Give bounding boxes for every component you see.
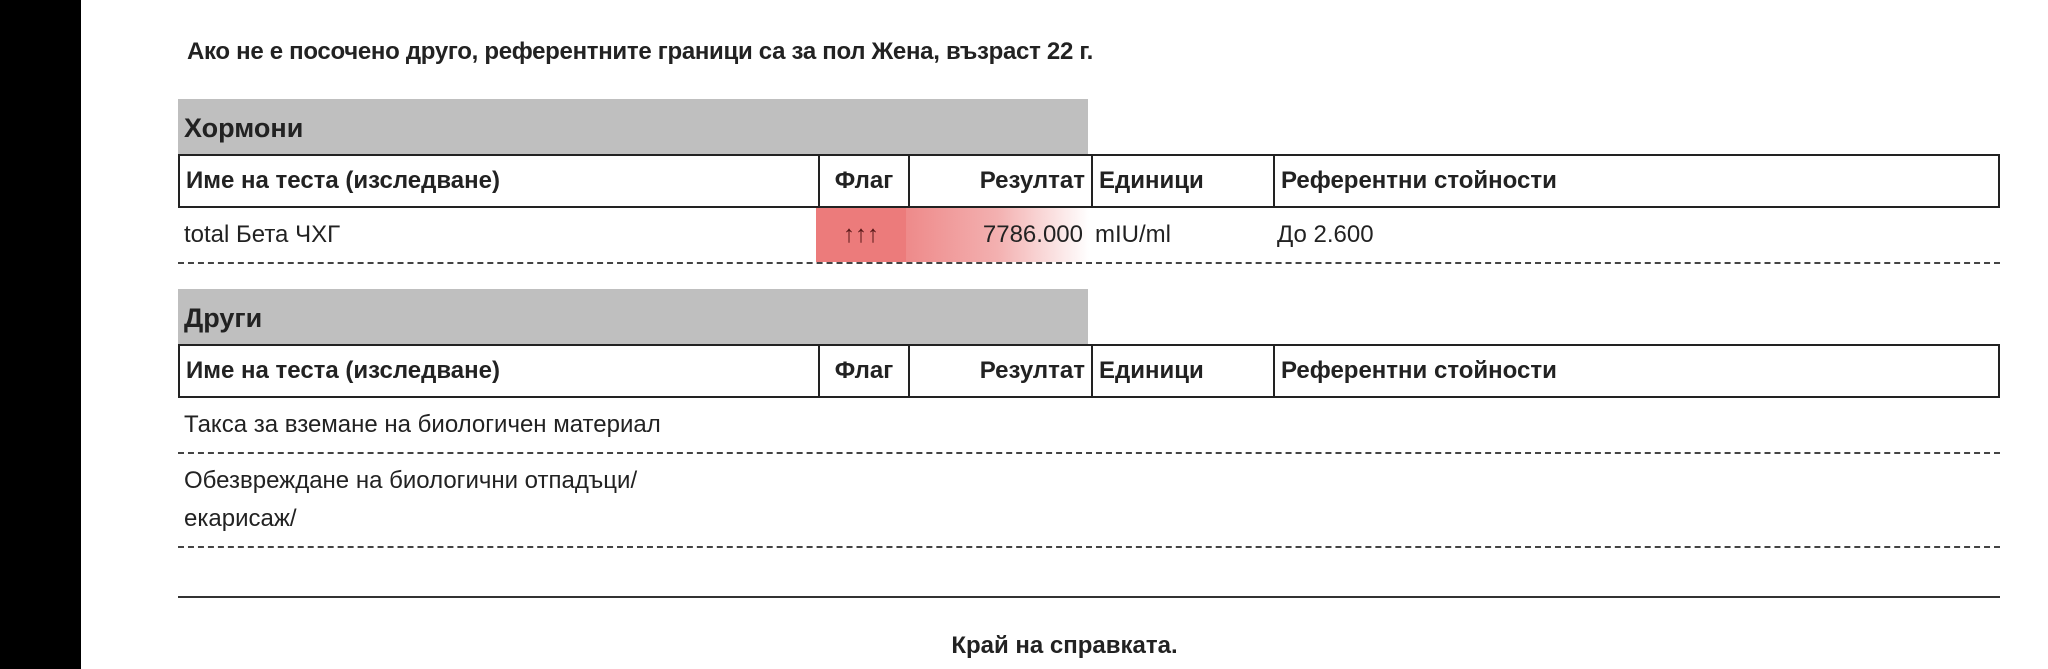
end-divider xyxy=(178,596,2000,598)
table-row: total Бета ЧХГ ↑↑↑ 7786.000 mIU/ml До 2.… xyxy=(178,208,2000,264)
table-header: Име на теста (изследване) Флаг Резултат … xyxy=(178,154,2000,208)
test-name: total Бета ЧХГ xyxy=(184,221,341,248)
section-title: Други xyxy=(178,289,1088,344)
col-name: Име на теста (изследване) xyxy=(186,167,500,194)
col-units: Единици xyxy=(1091,346,1273,396)
table-row: Такса за вземане на биологичен материал xyxy=(178,398,2000,454)
report-end: Край на справката. xyxy=(951,632,1178,659)
col-reference: Референтни стойности xyxy=(1273,346,1998,396)
col-result: Резултат xyxy=(908,156,1091,206)
table-row: Обезвреждане на биологични отпадъци/ ека… xyxy=(178,454,2000,548)
left-black-bar xyxy=(0,0,81,669)
col-result: Резултат xyxy=(908,346,1091,396)
table-header: Име на теста (изследване) Флаг Резултат … xyxy=(178,344,2000,398)
col-units: Единици xyxy=(1091,156,1273,206)
col-name: Име на теста (изследване) xyxy=(186,357,500,384)
reference-range: До 2.600 xyxy=(1277,221,1374,248)
test-name: Такса за вземане на биологичен материал xyxy=(184,411,661,438)
flag-high-indicator: ↑↑↑ xyxy=(816,208,906,262)
result-value: 7786.000 xyxy=(906,208,1089,262)
col-flag: Флаг xyxy=(818,156,908,206)
col-flag: Флаг xyxy=(818,346,908,396)
units: mIU/ml xyxy=(1095,221,1171,248)
test-name: Обезвреждане на биологични отпадъци/ ека… xyxy=(184,467,638,532)
col-reference: Референтни стойности xyxy=(1273,156,1998,206)
section-hormones: Хормони Име на теста (изследване) Флаг Р… xyxy=(178,99,2000,264)
section-other: Други Име на теста (изследване) Флаг Рез… xyxy=(178,289,2000,548)
section-title: Хормони xyxy=(178,99,1088,154)
reference-note: Ако не е посочено друго, референтните гр… xyxy=(187,38,1094,65)
